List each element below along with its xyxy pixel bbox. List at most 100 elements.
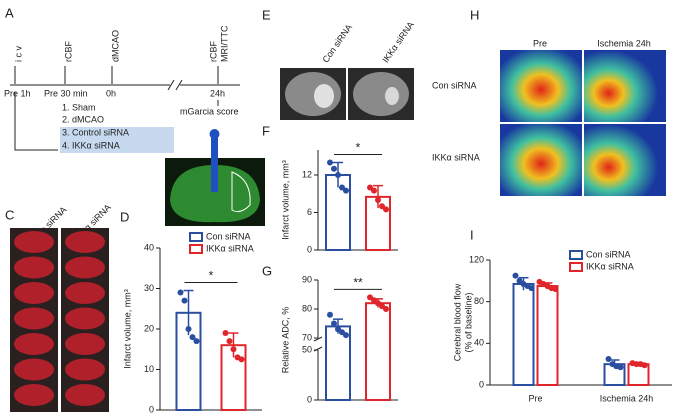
slice — [14, 333, 54, 355]
panel-label: F — [262, 123, 270, 138]
y-tick-label: 80 — [302, 303, 312, 313]
timeline-top-label: dMCAO — [110, 30, 120, 62]
y-axis-label: Cerebral blood flow — [452, 283, 462, 361]
mri-images: Con siRNA IKKα siRNA — [280, 20, 416, 120]
slice — [14, 282, 54, 304]
data-point — [617, 364, 624, 371]
timeline-bottom-label: Pre 1h — [4, 88, 31, 98]
legend-label: Con siRNA — [586, 249, 631, 259]
y-tick-label: 40 — [474, 338, 484, 348]
group-label: 4. IKKα siRNA — [62, 140, 120, 150]
group-label: 1. Sham — [62, 102, 96, 112]
data-point — [185, 326, 192, 332]
timeline: i c v rCBF dMCAO rCBF MRI/TTC Pre 1h Pre… — [4, 25, 240, 153]
panel-label: C — [5, 207, 14, 222]
data-point — [238, 356, 245, 363]
slice — [14, 358, 54, 381]
bracket — [14, 98, 58, 151]
data-point — [383, 206, 389, 213]
timeline-top-label: i c v — [13, 45, 23, 62]
data-point — [331, 320, 337, 327]
column-label: Con siRNA — [320, 22, 354, 64]
significance-label: * — [356, 141, 361, 155]
y-axis-label: Infarct volume, mm³ — [280, 160, 290, 240]
slice — [14, 384, 54, 406]
bar — [512, 282, 535, 387]
y-tick-label: 12 — [302, 169, 312, 179]
legend-label: Con siRNA — [206, 231, 251, 241]
y-tick-label: 30 — [144, 283, 154, 293]
y-tick-label: 40 — [144, 242, 154, 252]
y-tick-label: 0 — [307, 394, 312, 404]
legend-label: IKKα siRNA — [586, 261, 634, 271]
x-tick-label: Ischemia 24h — [600, 393, 654, 403]
legend-label: IKKα siRNA — [206, 243, 254, 253]
significance-label: ** — [353, 276, 363, 290]
column-label: IKKα siRNA — [380, 20, 416, 65]
data-point — [552, 286, 559, 293]
slice — [14, 307, 54, 330]
panel-label: D — [120, 209, 129, 224]
column-label: Pre — [533, 38, 547, 48]
y-tick-label: 80 — [474, 296, 484, 306]
data-point — [641, 362, 648, 369]
axis-break — [313, 336, 323, 342]
data-point — [189, 334, 196, 341]
legend-swatch — [189, 232, 203, 242]
note: mGarcia score — [180, 106, 239, 116]
slice — [14, 231, 54, 253]
x-tick-label: Pre — [528, 393, 542, 403]
data-point — [343, 187, 349, 194]
panel-label: H — [470, 7, 479, 22]
y-tick-label: 0 — [149, 404, 154, 414]
y-tick-label: 90 — [302, 274, 312, 284]
data-point — [605, 355, 612, 362]
data-point — [222, 330, 229, 337]
bar — [536, 285, 559, 386]
panel-label: A — [5, 5, 14, 20]
slice — [65, 384, 105, 406]
data-point — [226, 338, 233, 345]
y-tick-label: 10 — [144, 364, 154, 374]
brain-image — [165, 129, 265, 226]
y-axis-label: (% of baseline) — [463, 292, 473, 352]
column-label: Ischemia 24h — [597, 38, 651, 48]
slice — [65, 307, 105, 330]
axis-break — [167, 79, 175, 91]
row-label: Con siRNA — [432, 80, 477, 90]
y-tick-label: 6 — [307, 207, 312, 217]
y-tick-label: 0 — [307, 244, 312, 254]
ttc-slices: Con siRNA IKKα siRNA — [10, 202, 113, 412]
panel-label: E — [262, 7, 271, 22]
y-tick-label: 70 — [302, 332, 312, 342]
data-point — [331, 165, 337, 172]
data-point — [371, 187, 377, 194]
timeline-top-label: rCBF — [63, 41, 73, 62]
panel-label: I — [470, 227, 474, 242]
legend-swatch — [569, 262, 583, 272]
slice — [65, 231, 105, 253]
y-axis-label: Infarct volume, mm³ — [122, 289, 132, 369]
data-point — [335, 172, 341, 178]
slice — [65, 256, 105, 279]
timeline-top-label: MRI/TTC — [219, 25, 229, 62]
data-point — [512, 272, 519, 279]
data-point — [327, 311, 333, 318]
timeline-bottom-label: 0h — [106, 88, 116, 98]
axis-break — [175, 79, 183, 91]
slice — [14, 256, 54, 279]
y-tick-label: 50 — [302, 344, 312, 354]
perfusion-maps: Pre Ischemia 24h Con siRNA IKKα siRNA — [432, 38, 666, 196]
timeline-bottom-label: Pre 30 min — [44, 88, 88, 98]
data-point — [375, 197, 381, 203]
slice — [65, 282, 105, 304]
group-label: 2. dMCAO — [62, 114, 104, 124]
slice — [65, 333, 105, 355]
data-point — [383, 306, 389, 312]
legend-swatch — [189, 244, 203, 254]
data-point — [177, 289, 184, 296]
y-tick-label: 0 — [479, 379, 484, 389]
data-point — [181, 297, 188, 304]
panel-label: G — [262, 263, 272, 278]
